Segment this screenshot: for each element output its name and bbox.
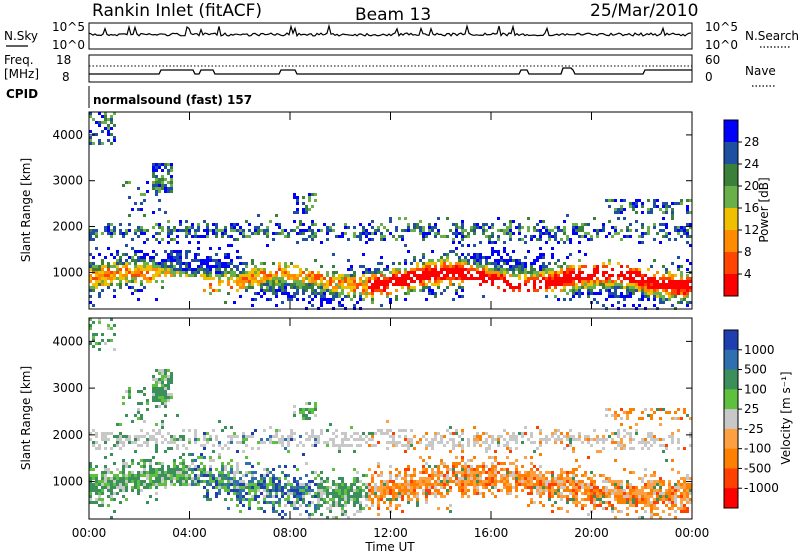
date-title: 25/Mar/2010 [590, 1, 698, 21]
colorbar-tick: 4 [744, 267, 752, 281]
colorbar-tick: -1000 [744, 481, 779, 495]
colorbar-tick: 500 [744, 363, 767, 377]
colorbar-tick: 20 [744, 179, 759, 193]
x-tick-label: 08:00 [273, 526, 308, 540]
colorbar-tick: -500 [744, 461, 771, 475]
colorbar-swatch [724, 274, 738, 297]
colorbar-swatch [724, 428, 738, 450]
power-colorbar: 28 24 20 16 12 8 4 [723, 119, 759, 297]
freq-unit-label: [MHz] [4, 67, 39, 81]
y-tick-label: 1000 [52, 265, 83, 279]
nave-tick-bottom: 0 [705, 70, 713, 84]
colorbar-swatch [724, 230, 738, 253]
freq-panel: Freq. [MHz] 18 8 60 0 Nave [4, 53, 776, 87]
y-tick-label: 4000 [52, 334, 83, 348]
power-ylabel: Slant Range [km] [19, 158, 33, 262]
colorbar-tick: 25 [744, 402, 759, 416]
power-panel: 4000 3000 2000 1000 Slant Range [km] 28 24 20… [19, 111, 771, 310]
x-axis: 00:00 04:00 08:00 12:00 16:00 20:00 00:00 [72, 112, 710, 540]
velocity-colorbar-label: Velocity [m s⁻¹] [779, 371, 793, 464]
nave-label: Nave [745, 64, 776, 78]
x-tick-label: 20:00 [574, 526, 609, 540]
nsearch-tick-bottom: 10^0 [705, 38, 738, 52]
freq-tick-top: 18 [56, 53, 71, 67]
colorbar-tick: 12 [744, 223, 759, 237]
x-axis-label: Time UT [364, 540, 415, 554]
nsky-label: N.Sky [4, 29, 38, 43]
colorbar-tick: 1000 [744, 343, 775, 357]
cpid-program: normalsound (fast) 157 [93, 93, 252, 107]
colorbar-tick: 100 [744, 382, 767, 396]
velocity-ylabel: Slant Range [km] [19, 366, 33, 470]
y-tick-label: 1000 [52, 475, 83, 489]
y-tick-label: 2000 [52, 220, 83, 234]
colorbar-tick: 28 [744, 135, 759, 149]
nsky-panel: N.Sky 10^5 10^0 10^5 10^0 N.Search [4, 20, 799, 52]
nsky-trace [88, 23, 692, 38]
colorbar-swatch [724, 349, 738, 371]
colorbar-swatch [724, 208, 738, 231]
colorbar-swatch [724, 409, 738, 430]
colorbar-swatch [724, 186, 738, 209]
colorbar-tick: -100 [744, 442, 771, 456]
colorbar-tick: 16 [744, 201, 759, 215]
velocity-heatmap [89, 318, 692, 519]
y-tick-label: 3000 [52, 381, 83, 395]
colorbar-swatch [724, 252, 738, 275]
x-tick-label: 04:00 [172, 526, 207, 540]
velocity-colorbar: 1000 500 100 25 -25 -100 -500 -1000 [723, 329, 779, 509]
nsearch-tick-top: 10^5 [705, 20, 738, 34]
colorbar-tick: -25 [744, 422, 764, 436]
x-tick-label: 00:00 [72, 526, 107, 540]
colorbar-swatch [724, 142, 738, 165]
freq-tick-bottom: 8 [62, 70, 70, 84]
nsky-tick-bottom: 10^0 [52, 38, 85, 52]
colorbar-swatch [724, 369, 738, 390]
freq-label: Freq. [4, 53, 34, 67]
colorbar-swatch [724, 330, 738, 351]
nsky-tick-top: 10^5 [52, 20, 85, 34]
colorbar-swatch [724, 389, 738, 410]
y-tick-label: 2000 [52, 428, 83, 442]
colorbar-swatch [724, 468, 738, 489]
colorbar-swatch [724, 488, 738, 509]
station-title: Rankin Inlet (fitACF) [92, 1, 262, 21]
freq-trace [89, 67, 692, 75]
y-tick-label: 4000 [52, 128, 83, 142]
velocity-panel: 4000 3000 2000 1000 Slant Range [km] 1000 50… [19, 317, 793, 520]
colorbar-swatch [724, 120, 738, 143]
x-tick-label: 12:00 [373, 526, 408, 540]
y-tick-label: 3000 [52, 174, 83, 188]
colorbar-swatch [724, 164, 738, 187]
colorbar-tick: 8 [744, 245, 752, 259]
x-tick-label: 16:00 [474, 526, 509, 540]
nave-tick-top: 60 [705, 53, 720, 67]
x-tick-label: 00:00 [675, 526, 710, 540]
cpid-label: CPID [6, 87, 38, 101]
power-colorbar-label: Power [dB] [757, 177, 771, 242]
colorbar-tick: 24 [744, 157, 759, 171]
colorbar-swatch [724, 448, 738, 469]
nsearch-label: N.Search [745, 29, 799, 43]
power-heatmap [89, 112, 692, 310]
beam-title: Beam 13 [355, 5, 431, 25]
